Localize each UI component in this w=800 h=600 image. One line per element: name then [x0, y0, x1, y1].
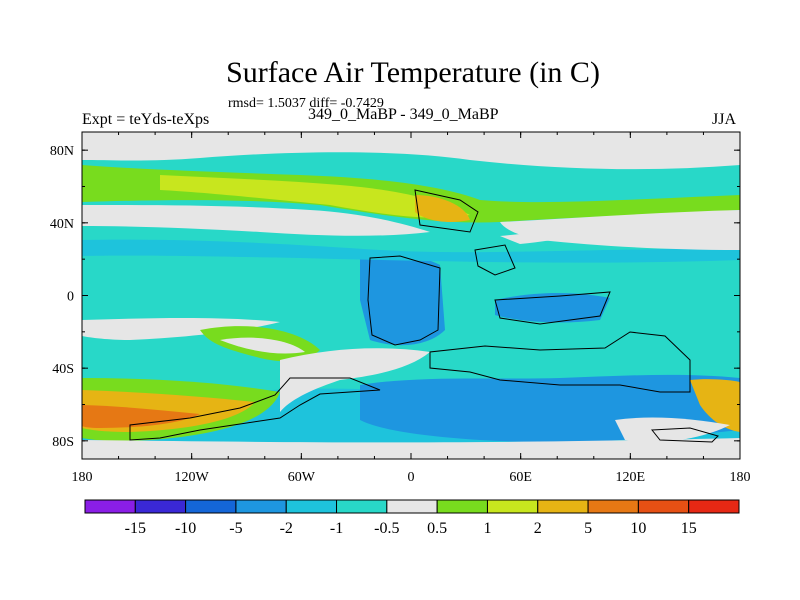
field-south-hot [82, 405, 200, 428]
season-label: JJA [712, 111, 737, 128]
outline-europe [414, 189, 479, 233]
colorbar-swatch [386, 499, 438, 514]
colorbar-label: -1 [330, 520, 343, 537]
field-north-white [82, 205, 430, 236]
x-tick-label: 180 [730, 470, 751, 485]
chart-title: Surface Air Temperature (in C) [226, 56, 600, 89]
colorbar-label: 2 [534, 520, 542, 537]
field-trop-white-east [500, 225, 620, 244]
field-indian [495, 293, 610, 323]
colorbar-swatch [336, 499, 388, 514]
colorbar-label: 10 [630, 520, 646, 537]
colorbar-swatch [637, 499, 690, 514]
field-trop-white [82, 318, 280, 340]
field-bottom-white [82, 438, 740, 459]
colorbar-label: -0.5 [374, 520, 399, 537]
outline-africa [367, 255, 441, 346]
y-tick-label: 80S [52, 435, 74, 450]
x-axis: 180 120W 60W 0 60E 120E 180 [72, 132, 751, 485]
colorbar-swatch [436, 499, 488, 514]
colorbar-swatch [285, 499, 338, 514]
outline-antarctica-east [429, 331, 691, 393]
field-swirl-white [220, 337, 305, 354]
field-east-warm [690, 379, 740, 432]
field-north-white-east [500, 210, 740, 250]
x-tick-label: 180 [72, 470, 93, 485]
colorbar-swatch [84, 499, 136, 514]
colorbar-swatch [185, 499, 237, 514]
field-east-white [615, 417, 730, 442]
colorbar-label: 5 [584, 520, 592, 537]
colorbar-label: 1 [483, 520, 491, 537]
colorbar-swatch [688, 499, 740, 514]
y-axis: 80N 40N 0 40S 80S [50, 144, 740, 450]
stats-label: rmsd= 1.5037 diff= -0.7429 [228, 96, 384, 111]
field-north-yellow [160, 175, 470, 218]
period-label: 349_0_MaBP - 349_0_MaBP [308, 106, 499, 123]
y-tick-label: 0 [67, 290, 74, 305]
y-tick-label: 80N [50, 144, 74, 159]
outline-australia [651, 427, 719, 443]
field-africa [360, 254, 445, 346]
field-antarctic-white [280, 348, 430, 412]
colorbar-label: -15 [125, 520, 146, 537]
colorbar-swatch [486, 499, 539, 514]
continent-outlines [129, 189, 719, 443]
field-mid [82, 239, 740, 263]
outline-arabia [474, 244, 516, 276]
field-europe-warm [415, 195, 470, 223]
colorbar-label: -10 [175, 520, 196, 537]
y-tick-label: 40S [52, 362, 74, 377]
x-tick-label: 120E [616, 470, 646, 485]
x-tick-label: 0 [408, 470, 415, 485]
x-tick-label: 120W [175, 470, 210, 485]
colorbar-label: -5 [229, 520, 242, 537]
colorbar-swatch [537, 499, 589, 514]
colorbar-swatch [587, 499, 639, 514]
outline-antarctica-west [129, 377, 381, 441]
colorbar-label: -2 [280, 520, 293, 537]
y-tick-label: 40N [50, 217, 74, 232]
colorbar-label: 15 [681, 520, 697, 537]
map-field [82, 132, 740, 459]
x-tick-label: 60W [288, 470, 316, 485]
outline-india [494, 291, 611, 325]
x-tick-label: 60E [509, 470, 532, 485]
experiment-label: Expt = teYds-teXps [82, 111, 210, 128]
field-arctic [82, 132, 740, 170]
colorbar-swatch [235, 499, 287, 514]
colorbar-swatch [134, 499, 187, 514]
colorbar-label: 0.5 [427, 520, 447, 537]
colorbar: -15 -10 -5 -2 -1 -0.5 0.5 1 2 5 10 15 [84, 499, 740, 537]
